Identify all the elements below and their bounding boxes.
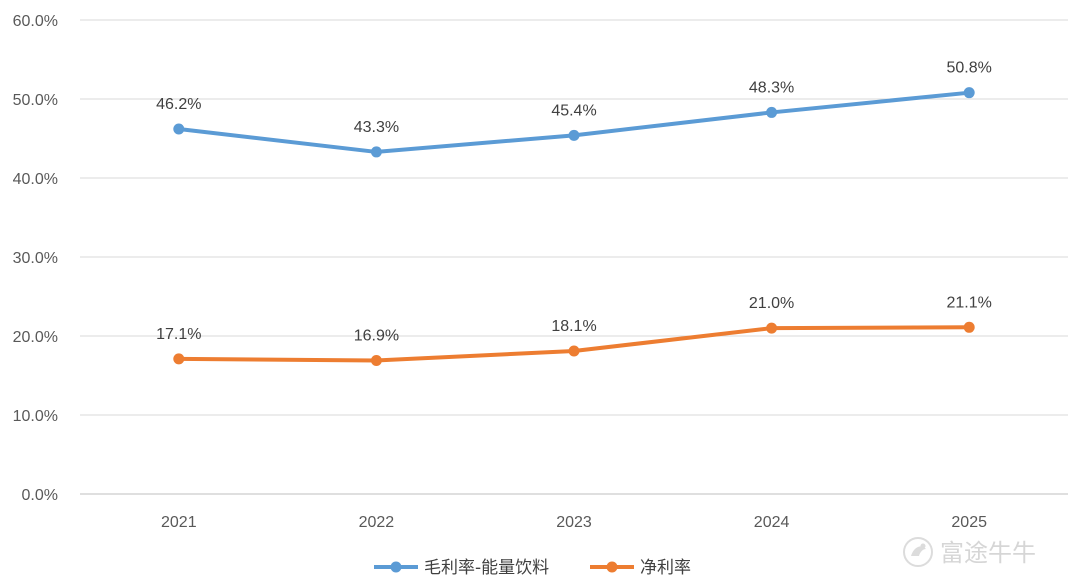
x-axis-tick-labels: 2021 2022 2023 2024 2025 [161, 514, 987, 531]
legend-item-1: 毛利率-能量饮料 [374, 558, 549, 578]
data-point [568, 345, 580, 357]
data-point [173, 353, 185, 365]
x-tick-label: 2024 [754, 514, 790, 531]
data-labels: 46.2% 43.3% 45.4% 48.3% 50.8% 17.1% 16.9% 18.1%… [156, 60, 992, 345]
data-point [370, 354, 382, 366]
y-tick-label: 40.0% [13, 171, 58, 188]
x-tick-label: 2023 [556, 514, 592, 531]
legend-item-2: 净利率 [590, 558, 691, 578]
data-label: 45.4% [551, 102, 596, 119]
y-tick-label: 30.0% [13, 250, 58, 267]
series-lines [173, 87, 975, 366]
data-label: 46.2% [156, 96, 201, 113]
data-label: 48.3% [749, 79, 794, 96]
y-tick-label: 60.0% [13, 13, 58, 30]
data-point [766, 106, 778, 118]
data-label: 18.1% [551, 318, 596, 335]
data-label: 16.9% [354, 327, 399, 344]
data-point [963, 321, 975, 333]
grid-lines [80, 19, 1068, 495]
y-tick-label: 10.0% [13, 408, 58, 425]
legend-marker [606, 561, 618, 573]
watermark: 富途牛牛 [903, 537, 1036, 567]
legend-marker [390, 561, 402, 573]
futu-logo-icon [903, 537, 933, 567]
watermark-text: 富途牛牛 [940, 539, 1036, 567]
data-label: 21.0% [749, 295, 794, 312]
data-point [173, 123, 185, 135]
data-point [963, 87, 975, 99]
legend-label: 毛利率-能量饮料 [424, 558, 549, 578]
legend: 毛利率-能量饮料 净利率 [374, 558, 691, 578]
data-point [568, 129, 580, 141]
data-label: 50.8% [947, 60, 992, 77]
x-tick-label: 2025 [951, 514, 987, 531]
data-label: 43.3% [354, 119, 399, 136]
data-point [370, 146, 382, 158]
legend-label: 净利率 [640, 558, 691, 578]
y-tick-label: 20.0% [13, 329, 58, 346]
data-point [766, 322, 778, 334]
data-label: 17.1% [156, 326, 201, 343]
data-label: 21.1% [947, 294, 992, 311]
y-tick-label: 0.0% [22, 487, 58, 504]
y-tick-label: 50.0% [13, 92, 58, 109]
x-tick-label: 2022 [359, 514, 395, 531]
y-axis-tick-labels: 0.0% 10.0% 20.0% 30.0% 40.0% 50.0% 60.0% [13, 13, 58, 504]
x-tick-label: 2021 [161, 514, 197, 531]
